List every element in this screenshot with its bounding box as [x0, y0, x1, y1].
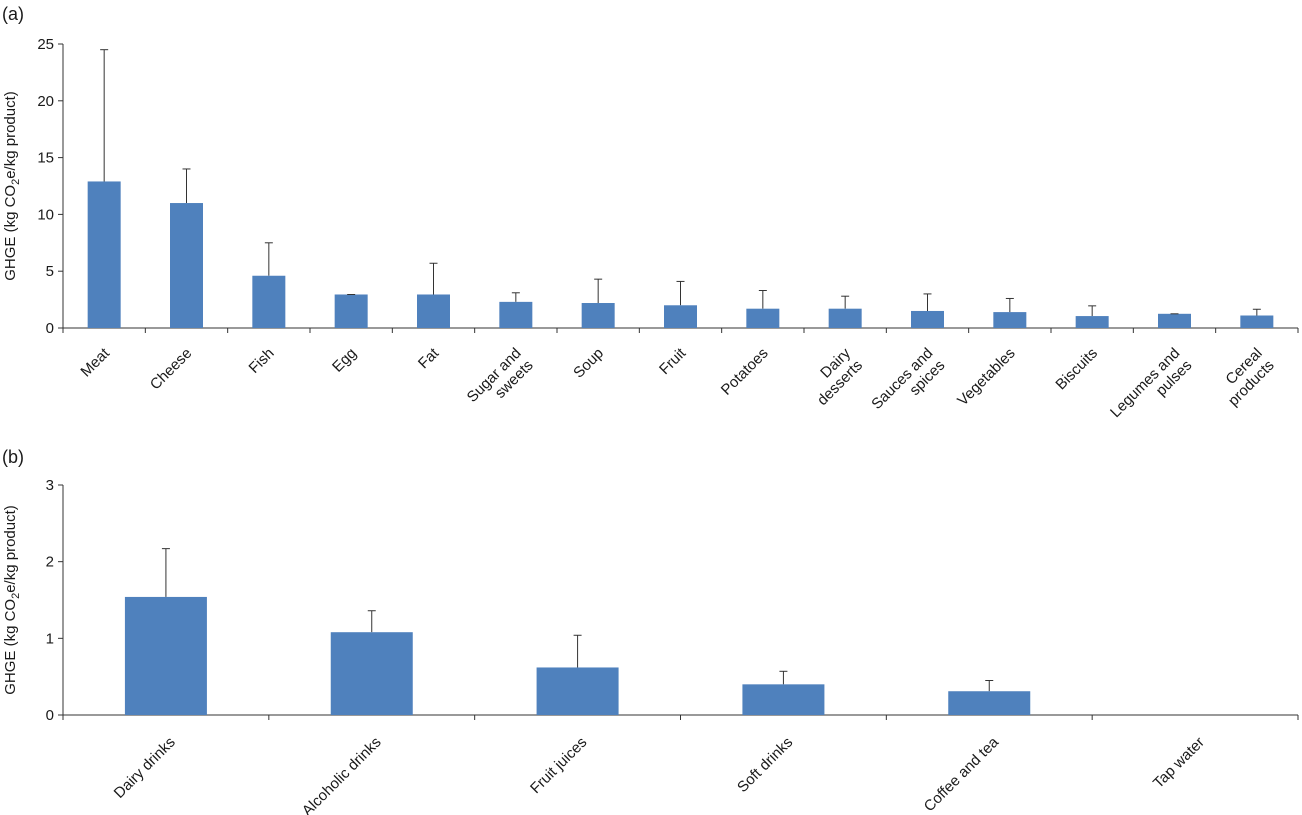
bar — [742, 684, 825, 715]
y-tick-label: 10 — [37, 206, 54, 223]
bar — [252, 275, 286, 328]
x-category-label: Fat — [415, 344, 443, 372]
y-tick-label: 2 — [46, 554, 54, 571]
y-tick-label: 25 — [37, 36, 54, 53]
bar — [581, 303, 615, 328]
x-category-label: Sugar andsweets — [464, 345, 537, 418]
x-category-label: Soft drinks — [734, 734, 796, 796]
bar — [330, 632, 413, 715]
x-category-label: Legumes andpulses — [1107, 345, 1195, 433]
x-category-label: Meat — [77, 344, 113, 380]
bar — [417, 294, 450, 328]
y-axis-label: GHGE (kg CO2e/kg product) — [2, 505, 22, 695]
y-axis-label: GHGE (kg CO2e/kg product) — [2, 91, 22, 281]
bar — [1075, 316, 1109, 328]
x-category-label: Dairy drinks — [111, 734, 179, 802]
x-category-label: Cerealproducts — [1213, 345, 1278, 410]
panel-label: (b) — [2, 447, 24, 467]
x-category-label: Tap water — [1150, 734, 1208, 792]
x-category-label: Fruit — [656, 344, 690, 378]
panel-b-chart: (b) GHGE (kg CO2e/kg product) 0 1 2 3 Dairy dr… — [2, 447, 1299, 815]
bar — [1158, 313, 1191, 328]
x-category-label: Fruit juices — [527, 734, 590, 797]
x-category-label: Cheese — [147, 345, 196, 394]
x-category-label: Biscuits — [1052, 345, 1101, 394]
panel-a-chart: (a) GHGE (kg CO2e/kg product) 0 5 10 15 20 25 Me… — [2, 4, 1299, 433]
x-category-label: Dairydesserts — [802, 344, 866, 408]
bar — [948, 691, 1031, 715]
bar — [993, 312, 1027, 328]
bar — [170, 203, 203, 328]
y-tick-label: 3 — [46, 477, 54, 494]
y-tick-label: 1 — [46, 630, 54, 647]
panel-label: (a) — [2, 4, 24, 24]
bar — [664, 305, 697, 328]
bar — [499, 301, 533, 328]
bar — [87, 181, 121, 328]
bar — [334, 294, 368, 328]
y-tick-label: 5 — [46, 263, 54, 280]
x-category-label: Fish — [246, 345, 278, 377]
bar — [124, 596, 207, 715]
bar — [536, 667, 619, 715]
x-category-label: Sauces andspices — [868, 345, 948, 425]
bar — [828, 308, 862, 328]
bar — [1240, 315, 1274, 328]
x-category-label: Potatoes — [718, 345, 772, 399]
x-category-label: Coffee and tea — [921, 733, 1003, 815]
x-category-label: Egg — [329, 345, 360, 376]
bar — [746, 308, 780, 328]
y-tick-label: 0 — [46, 707, 54, 724]
x-category-label: Vegetables — [954, 345, 1019, 410]
x-category-label: Alcoholic drinks — [299, 734, 385, 815]
y-tick-label: 0 — [46, 320, 54, 337]
y-tick-label: 15 — [37, 150, 54, 167]
y-tick-label: 20 — [37, 93, 54, 110]
bar — [911, 310, 944, 328]
x-category-label: Soup — [570, 345, 607, 382]
